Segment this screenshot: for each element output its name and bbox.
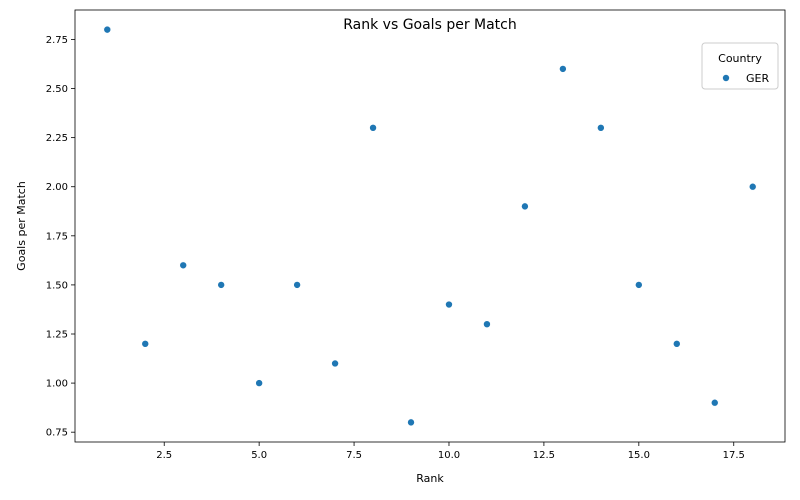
y-tick-label: 2.50 xyxy=(46,84,68,95)
data-point xyxy=(521,202,529,211)
y-tick-label: 1.00 xyxy=(46,379,68,390)
x-tick-label: 10.0 xyxy=(438,450,460,461)
data-point xyxy=(445,300,453,309)
data-point xyxy=(407,418,415,427)
data-point xyxy=(635,281,643,289)
data-point xyxy=(483,320,491,328)
data-points xyxy=(103,25,757,427)
data-point xyxy=(217,281,225,289)
legend-marker xyxy=(722,74,730,82)
y-tick-label: 1.75 xyxy=(46,231,68,242)
data-point xyxy=(710,398,719,407)
data-point xyxy=(597,124,605,132)
y-tick-label: 1.50 xyxy=(46,280,68,291)
x-axis: 2.5 5.0 7.5 10.0 12.5 15.0 17.5 xyxy=(156,442,745,461)
y-tick-label: 0.75 xyxy=(46,428,68,439)
chart-title: Rank vs Goals per Match xyxy=(343,17,517,33)
y-tick-label: 2.00 xyxy=(46,182,68,193)
y-axis-label: Goals per Match xyxy=(15,181,28,271)
data-point xyxy=(559,65,567,73)
x-tick-label: 2.5 xyxy=(156,450,172,461)
y-tick-label: 1.25 xyxy=(46,330,68,341)
y-tick-label: 2.75 xyxy=(46,35,68,46)
x-tick-label: 5.0 xyxy=(251,450,267,461)
data-point xyxy=(179,261,188,270)
data-point xyxy=(331,359,339,368)
x-tick-label: 12.5 xyxy=(533,450,555,461)
data-point xyxy=(141,340,150,348)
data-point xyxy=(293,281,301,289)
data-point xyxy=(103,25,112,34)
data-point xyxy=(255,379,263,387)
legend-box xyxy=(701,42,779,90)
x-tick-label: 17.5 xyxy=(723,450,745,461)
y-tick-label: 2.25 xyxy=(46,133,68,144)
x-tick-label: 7.5 xyxy=(346,450,362,461)
legend-title: Country xyxy=(718,52,762,65)
data-point xyxy=(672,340,681,348)
legend: Country GER xyxy=(701,42,779,90)
legend-entry-label: GER xyxy=(746,72,769,85)
data-point xyxy=(369,124,377,132)
x-tick-label: 15.0 xyxy=(628,450,650,461)
x-axis-label: Rank xyxy=(416,472,444,485)
data-point xyxy=(748,182,757,191)
plot-area xyxy=(74,9,786,443)
plot-frame xyxy=(74,9,786,443)
y-axis: 0.75 1.00 1.25 1.50 1.75 2.00 2.25 2.50 2.75 xyxy=(46,35,75,439)
